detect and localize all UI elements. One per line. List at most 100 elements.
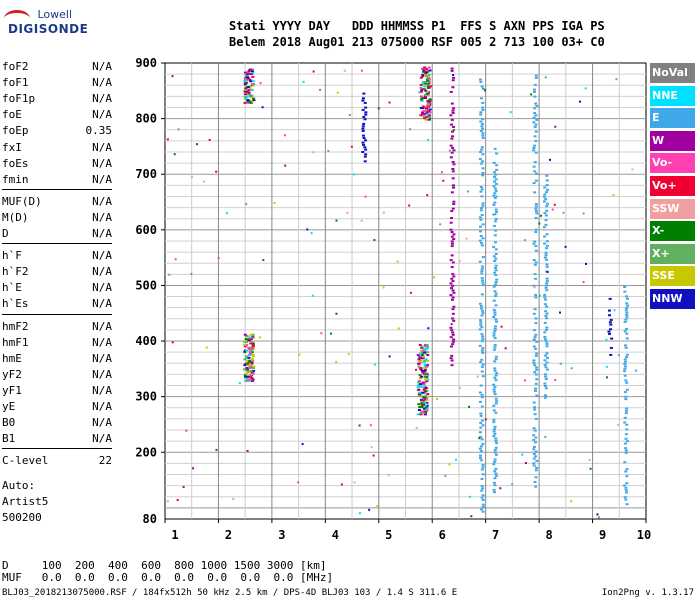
echo-mark xyxy=(494,439,498,442)
echo-mark xyxy=(450,210,454,213)
echo-mark xyxy=(361,150,365,153)
echo-mark xyxy=(363,155,367,158)
echo-mark xyxy=(533,88,537,91)
echo-mark xyxy=(492,404,496,407)
echo-mark xyxy=(259,82,262,85)
echo-mark xyxy=(251,75,255,78)
echo-mark xyxy=(534,354,538,357)
echo-mark xyxy=(494,257,498,260)
legend-item: NNE xyxy=(650,85,695,106)
echo-mark xyxy=(208,138,211,141)
echo-mark xyxy=(608,314,612,317)
echo-mark xyxy=(419,367,423,370)
echo-mark xyxy=(534,294,538,297)
echo-mark xyxy=(363,160,367,163)
echo-mark xyxy=(425,345,429,348)
echo-mark xyxy=(480,207,484,210)
echo-mark xyxy=(532,401,536,404)
param-value: N/A xyxy=(92,351,112,365)
echo-mark xyxy=(610,337,614,340)
echo-mark xyxy=(493,271,497,274)
echo-mark xyxy=(544,373,548,376)
echo-mark xyxy=(422,109,426,112)
echo-mark xyxy=(495,400,499,403)
echo-mark xyxy=(248,100,252,103)
auto-code: 500200 xyxy=(2,511,42,524)
echo-mark xyxy=(215,448,218,451)
echo-mark xyxy=(245,366,249,369)
echo-mark xyxy=(492,316,496,319)
echo-mark xyxy=(544,286,548,289)
echo-mark xyxy=(478,260,482,263)
echo-mark xyxy=(251,336,255,339)
echo-mark xyxy=(499,487,502,490)
echo-mark xyxy=(538,222,541,225)
param-row: yF2 N/A xyxy=(2,366,112,383)
echo-mark xyxy=(249,342,253,345)
echo-mark xyxy=(361,97,365,100)
echo-mark xyxy=(417,403,421,406)
echo-mark xyxy=(450,354,454,357)
echo-mark xyxy=(424,378,428,381)
echo-mark xyxy=(426,92,430,95)
echo-mark xyxy=(479,384,483,387)
echo-mark xyxy=(426,354,430,357)
echo-mark xyxy=(480,214,484,217)
echo-mark xyxy=(244,340,248,343)
echo-mark xyxy=(250,379,254,382)
echo-mark xyxy=(243,83,247,86)
echo-mark xyxy=(544,387,548,390)
param-name: MUF(D) xyxy=(2,194,42,208)
echo-mark xyxy=(428,69,432,72)
logo-arc xyxy=(4,10,30,27)
echo-mark xyxy=(422,68,426,71)
echo-mark xyxy=(534,130,538,133)
legend-item: NoVal xyxy=(650,63,695,83)
echo-mark xyxy=(532,116,536,119)
echo-mark xyxy=(420,403,424,406)
echo-mark xyxy=(450,231,454,234)
echo-mark xyxy=(534,231,538,234)
echo-mark xyxy=(425,377,429,380)
param-row: fxI N/A xyxy=(2,139,112,156)
echo-mark xyxy=(624,491,628,494)
y-tick-label: 200 xyxy=(135,445,157,459)
echo-mark xyxy=(493,171,497,174)
param-value: N/A xyxy=(92,265,112,279)
echo-mark xyxy=(419,114,423,117)
param-name: h`E xyxy=(2,281,22,295)
echo-mark xyxy=(481,118,485,121)
echo-mark xyxy=(625,353,629,356)
echo-mark xyxy=(481,106,485,109)
echo-mark xyxy=(625,302,629,305)
echo-mark xyxy=(535,368,539,371)
echo-mark xyxy=(423,404,427,407)
echo-mark xyxy=(570,367,573,370)
echo-mark xyxy=(450,67,454,70)
echo-mark xyxy=(450,359,454,362)
echo-mark xyxy=(493,367,497,370)
echo-mark xyxy=(533,413,537,416)
echo-mark xyxy=(244,375,248,378)
echo-mark xyxy=(449,144,453,147)
echo-mark xyxy=(425,343,429,346)
echo-mark xyxy=(479,426,483,429)
echo-mark xyxy=(543,335,547,338)
echo-mark xyxy=(363,118,367,121)
echo-mark xyxy=(532,457,536,460)
echo-mark xyxy=(245,349,249,352)
echo-mark xyxy=(451,135,455,138)
x-tick-label: 6 xyxy=(439,528,446,542)
echo-mark xyxy=(625,332,629,335)
echo-mark xyxy=(623,496,627,499)
echo-mark xyxy=(251,359,255,362)
echo-mark xyxy=(245,96,249,99)
param-value: 22 xyxy=(98,454,112,468)
echo-mark xyxy=(174,258,177,261)
echo-mark xyxy=(534,317,538,320)
echo-mark xyxy=(249,349,253,352)
echo-mark xyxy=(415,368,418,371)
echo-mark xyxy=(450,191,454,194)
echo-mark xyxy=(436,398,439,401)
echo-mark xyxy=(623,360,627,363)
